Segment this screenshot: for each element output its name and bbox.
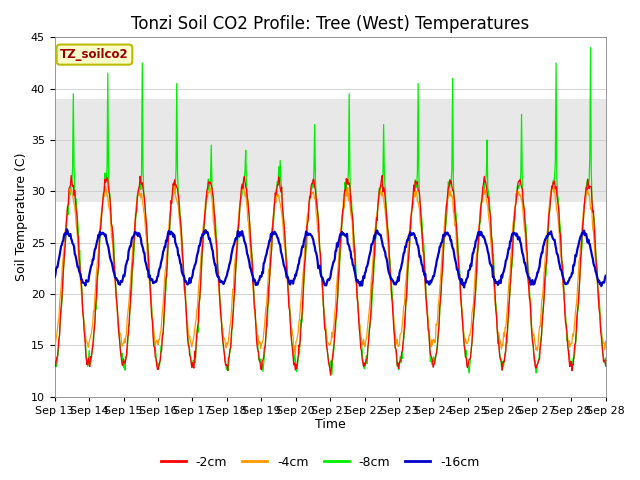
Text: TZ_soilco2: TZ_soilco2 (60, 48, 129, 61)
Y-axis label: Soil Temperature (C): Soil Temperature (C) (15, 153, 28, 281)
Title: Tonzi Soil CO2 Profile: Tree (West) Temperatures: Tonzi Soil CO2 Profile: Tree (West) Temp… (131, 15, 529, 33)
X-axis label: Time: Time (315, 419, 346, 432)
Legend: -2cm, -4cm, -8cm, -16cm: -2cm, -4cm, -8cm, -16cm (156, 451, 484, 474)
Bar (54, 99, 605, 202)
